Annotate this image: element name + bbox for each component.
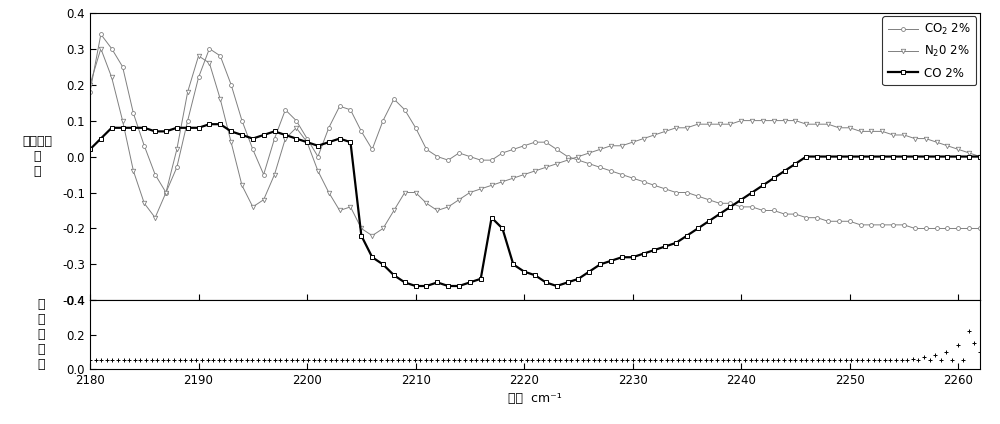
CO 2%: [279, 132, 291, 137]
N$_2$0 2%: [225, 139, 237, 145]
CO$_2$ 2%: [149, 172, 161, 177]
CO 2%: [746, 190, 758, 195]
CO$_2$ 2%: [909, 226, 921, 231]
Y-axis label: 亮温幅度
变
化: 亮温幅度 变 化: [22, 135, 52, 178]
CO$_2$ 2%: [789, 212, 801, 217]
Legend: CO$_2$ 2%, N$_2$0 2%, CO 2%: CO$_2$ 2%, N$_2$0 2%, CO 2%: [882, 16, 976, 85]
N$_2$0 2%: [800, 122, 812, 127]
X-axis label: 波数  cm⁻¹: 波数 cm⁻¹: [508, 392, 562, 405]
N$_2$0 2%: [746, 118, 758, 123]
N$_2$0 2%: [279, 136, 291, 141]
CO$_2$ 2%: [84, 89, 96, 95]
CO 2%: [974, 154, 986, 159]
CO 2%: [203, 122, 215, 127]
CO$_2$ 2%: [627, 176, 639, 181]
CO$_2$ 2%: [735, 204, 747, 209]
CO$_2$ 2%: [95, 32, 107, 37]
Line: N$_2$0 2%: N$_2$0 2%: [88, 47, 982, 238]
CO 2%: [638, 251, 650, 256]
CO 2%: [410, 284, 422, 289]
CO$_2$ 2%: [225, 82, 237, 87]
Line: CO 2%: CO 2%: [88, 122, 982, 288]
CO 2%: [138, 125, 150, 130]
CO$_2$ 2%: [974, 226, 986, 231]
N$_2$0 2%: [95, 46, 107, 51]
Line: CO$_2$ 2%: CO$_2$ 2%: [88, 32, 982, 230]
CO$_2$ 2%: [279, 107, 291, 112]
N$_2$0 2%: [366, 233, 378, 238]
N$_2$0 2%: [149, 215, 161, 220]
CO 2%: [225, 129, 237, 134]
Y-axis label: 传
感
器
噪
声: 传 感 器 噪 声: [38, 298, 45, 371]
CO 2%: [84, 147, 96, 152]
CO 2%: [800, 154, 812, 159]
N$_2$0 2%: [974, 154, 986, 159]
N$_2$0 2%: [84, 82, 96, 87]
N$_2$0 2%: [638, 136, 650, 141]
